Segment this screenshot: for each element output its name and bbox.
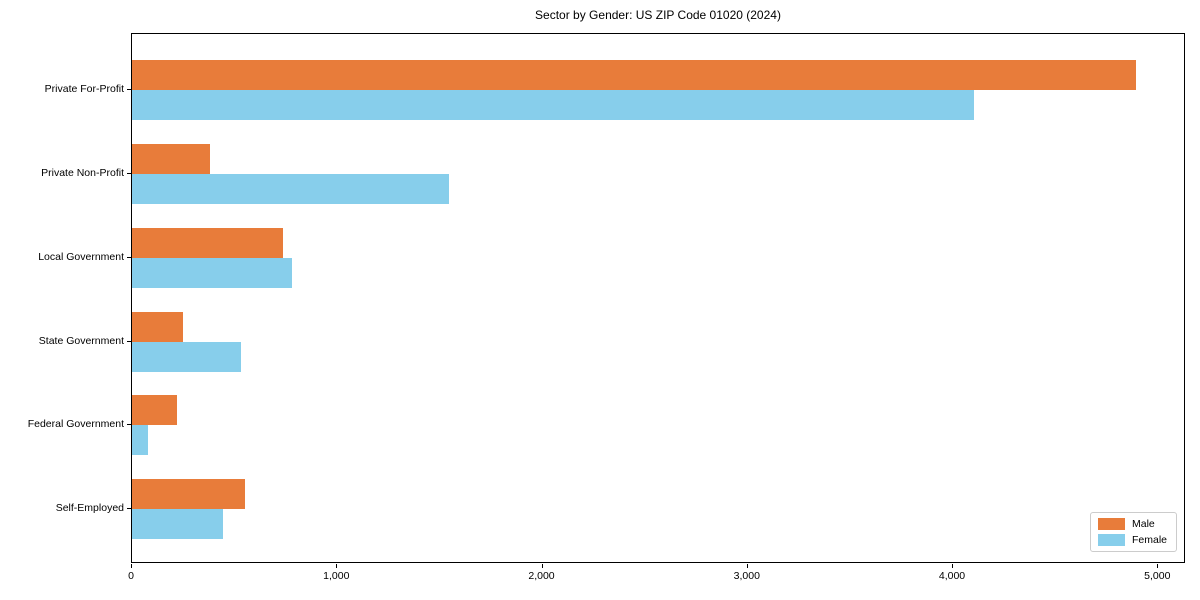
bar-male-private-for-profit (132, 60, 1136, 90)
y-axis-label-local-government: Local Government (38, 250, 124, 263)
bar-female-state-government (132, 341, 241, 372)
bar-female-local-government (132, 257, 293, 288)
bar-female-private-non-profit (132, 173, 450, 204)
legend-label-male: Male (1131, 518, 1155, 530)
y-tick-mark (127, 256, 131, 258)
x-axis-label-2000: 2,000 (528, 570, 555, 582)
legend-swatch-female (1097, 534, 1125, 546)
bar-female-federal-government (132, 425, 149, 456)
x-tick-mark (746, 564, 748, 568)
x-axis-label-3000: 3,000 (733, 570, 760, 582)
chart-title: Sector by Gender: US ZIP Code 01020 (202… (535, 8, 781, 22)
y-tick-mark (127, 508, 131, 510)
bar-male-state-government (132, 311, 184, 342)
y-tick-mark (127, 89, 131, 90)
bar-female-private-for-profit (132, 90, 974, 120)
bar-female-self-employed (132, 509, 224, 540)
legend-label-female: Female (1131, 534, 1167, 546)
bar-male-private-non-profit (132, 143, 210, 174)
bar-male-local-government (132, 227, 283, 258)
legend-swatch-male (1097, 518, 1125, 530)
y-axis-label-federal-government: Federal Government (27, 418, 124, 431)
y-axis-label-private-for-profit: Private For-Profit (44, 83, 124, 95)
y-axis-label-self-employed: Self-Employed (55, 502, 124, 515)
y-tick-mark (127, 172, 131, 174)
x-axis-label-1000: 1,000 (323, 570, 350, 582)
y-axis-label-state-government: State Government (38, 334, 124, 347)
x-tick-mark (131, 564, 132, 568)
legend: Male Female (1089, 512, 1177, 552)
x-axis-label-4000: 4,000 (938, 570, 966, 582)
x-tick-mark (952, 564, 953, 568)
bar-male-federal-government (132, 395, 178, 426)
x-tick-mark (1157, 564, 1159, 568)
bar-male-self-employed (132, 479, 245, 510)
legend-item-female: Female (1097, 534, 1167, 546)
y-axis-label-private-non-profit: Private Non-Profit (41, 166, 124, 179)
x-tick-mark (541, 564, 543, 568)
y-tick-mark (127, 340, 131, 342)
plot-area: Male Female (131, 33, 1185, 563)
x-tick-mark (336, 564, 338, 568)
legend-item-male: Male (1097, 518, 1167, 530)
x-axis-label-0: 0 (128, 570, 134, 582)
y-tick-mark (127, 424, 131, 426)
x-axis-label-5000: 5,000 (1144, 570, 1171, 582)
